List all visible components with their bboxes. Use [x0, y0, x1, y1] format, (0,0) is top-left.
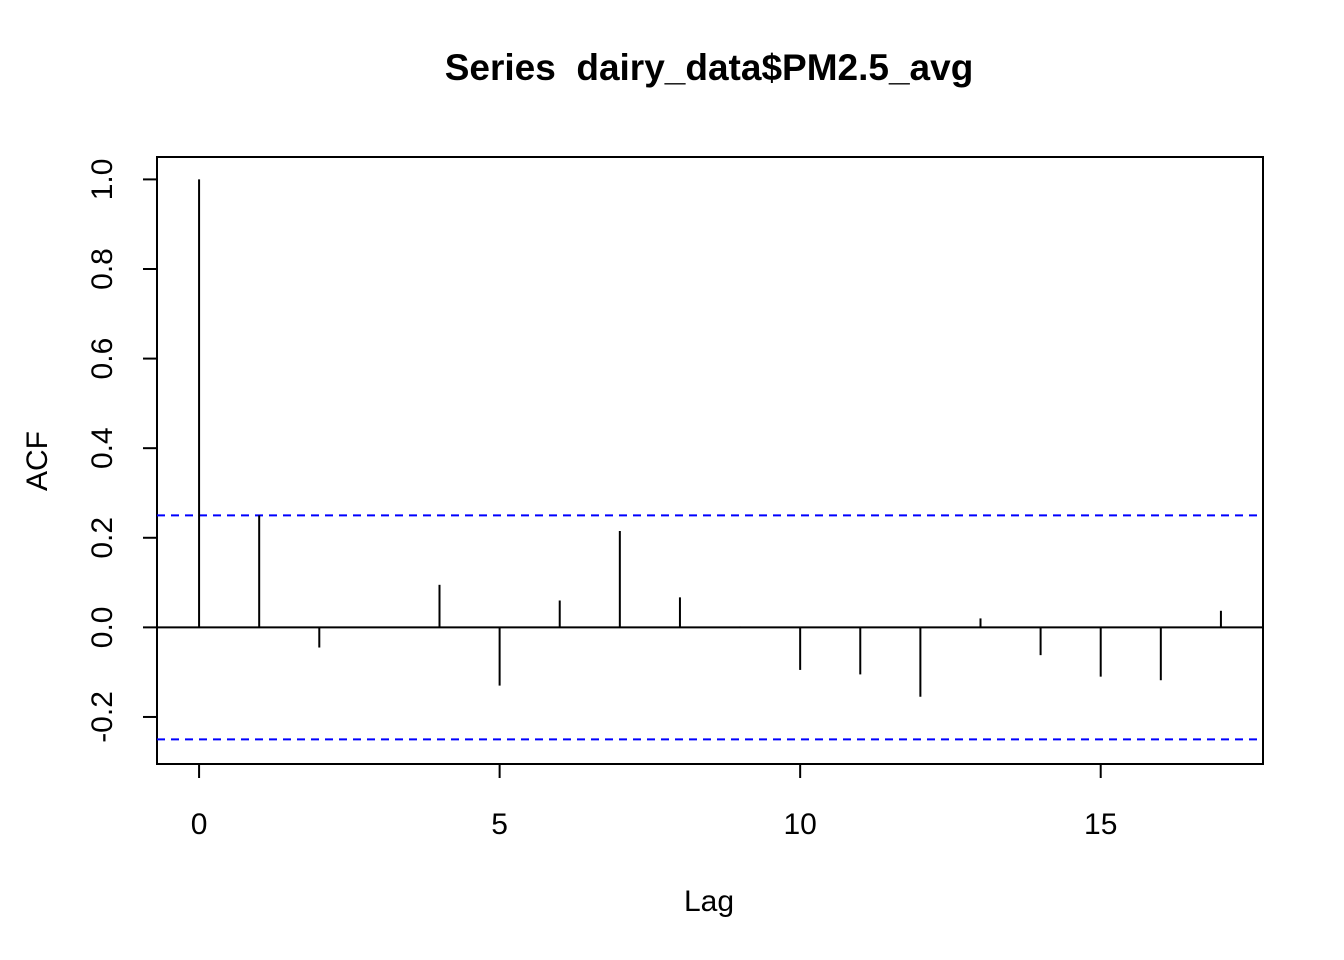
y-tick-label: -0.2 [86, 691, 119, 743]
plot-frame [156, 156, 1264, 765]
x-tick-label: 10 [783, 808, 816, 841]
x-axis: 0 5 10 15 [191, 763, 1117, 841]
y-tick-label: 0.8 [86, 248, 119, 290]
y-tick-label: 0.6 [86, 338, 119, 380]
x-axis-label: Lag [684, 885, 734, 918]
y-axis-label: ACF [21, 431, 54, 491]
x-tick-label: 15 [1084, 808, 1117, 841]
y-tick-label: 1.0 [86, 159, 119, 201]
y-tick-label: 0.4 [86, 427, 119, 469]
y-tick-label: 0.0 [86, 607, 119, 649]
y-tick-label: 0.2 [86, 517, 119, 559]
x-tick-label: 0 [191, 808, 208, 841]
x-tick-label: 5 [491, 808, 508, 841]
acf-spikes [198, 179, 1222, 697]
chart-title: Series dairy_data$PM2.5_avg [445, 47, 974, 88]
y-axis: -0.2 0.0 0.2 0.4 0.6 0.8 1.0 [86, 159, 158, 743]
